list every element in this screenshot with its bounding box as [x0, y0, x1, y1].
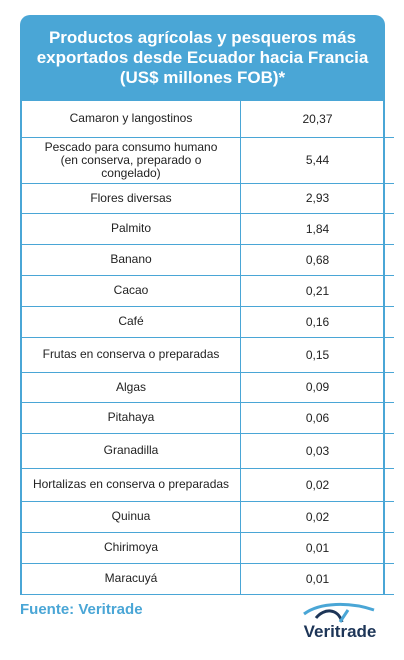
- product-cell: Cacao: [22, 275, 241, 307]
- table-row: Palmito 1,84: [22, 213, 394, 245]
- veritrade-logo: Veritrade: [290, 600, 390, 650]
- value-cell: 0,02: [240, 468, 394, 502]
- value-cell: 2,93: [240, 183, 394, 214]
- table-row: Quinua 0,02: [22, 501, 394, 533]
- product-cell: Hortalizas en conserva o preparadas: [22, 468, 241, 502]
- product-cell: Frutas en conserva o preparadas: [22, 337, 241, 373]
- veritrade-swoosh-icon: [303, 602, 375, 623]
- source-note: Fuente: Veritrade: [20, 601, 143, 618]
- value-cell: 20,37: [240, 101, 394, 138]
- value-cell: 0,03: [240, 433, 394, 469]
- product-cell: Quinua: [22, 501, 241, 533]
- table-row: Banano 0,68: [22, 244, 394, 276]
- value-cell: 0,21: [240, 275, 394, 307]
- table-row: Maracuyá 0,01: [22, 563, 394, 595]
- table-row: Pescado para consumo humano (en conserva…: [22, 137, 394, 184]
- value-cell: 1,84: [240, 213, 394, 245]
- table-row: Granadilla 0,03: [22, 433, 394, 469]
- table-row: Cacao 0,21: [22, 275, 394, 307]
- product-cell: Chirimoya: [22, 532, 241, 564]
- product-cell: Granadilla: [22, 433, 241, 469]
- value-cell: 5,44: [240, 137, 394, 184]
- table-row: Chirimoya 0,01: [22, 532, 394, 564]
- product-cell: Algas: [22, 372, 241, 403]
- value-cell: 0,09: [240, 372, 394, 403]
- value-cell: 0,02: [240, 501, 394, 533]
- table-row: Algas 0,09: [22, 372, 394, 403]
- value-cell: 0,06: [240, 402, 394, 434]
- value-cell: 0,16: [240, 306, 394, 338]
- product-cell: Café: [22, 306, 241, 338]
- value-cell: 0,15: [240, 337, 394, 373]
- table-row: Frutas en conserva o preparadas 0,15: [22, 337, 394, 373]
- table-title: Productos agrícolas y pesqueros más expo…: [20, 15, 385, 101]
- value-cell: 0,01: [240, 532, 394, 564]
- logo-text: Veritrade: [303, 622, 377, 641]
- table-row: Camaron y langostinos 20,37: [22, 101, 394, 138]
- product-cell: Banano: [22, 244, 241, 276]
- product-cell: Maracuyá: [22, 563, 241, 595]
- export-table: Camaron y langostinos 20,37 Pescado para…: [20, 101, 394, 595]
- table-row: Café 0,16: [22, 306, 394, 338]
- table-row: Pitahaya 0,06: [22, 402, 394, 434]
- product-cell: Pescado para consumo humano (en conserva…: [22, 137, 241, 184]
- table-row: Hortalizas en conserva o preparadas 0,02: [22, 468, 394, 502]
- product-cell: Camaron y langostinos: [22, 101, 241, 138]
- product-cell: Pitahaya: [22, 402, 241, 434]
- product-cell: Flores diversas: [22, 183, 241, 214]
- value-cell: 0,68: [240, 244, 394, 276]
- table-row: Flores diversas 2,93: [22, 183, 394, 214]
- product-cell: Palmito: [22, 213, 241, 245]
- value-cell: 0,01: [240, 563, 394, 595]
